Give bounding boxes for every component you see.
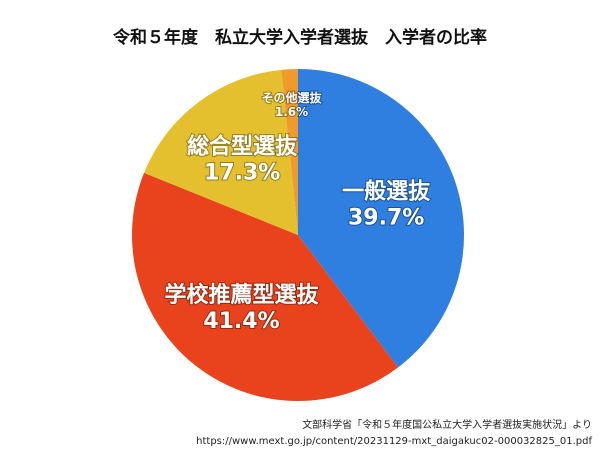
source-note: 文部科学省「令和５年度国公私立大学入学者選抜実施状況」より <box>302 418 592 431</box>
slice-value-label: 17.3% <box>204 161 280 186</box>
slice-value-label: 41.4% <box>203 309 279 334</box>
slice-label: 総合型選抜 <box>187 134 298 160</box>
pie-slice <box>281 69 298 235</box>
slice-value-label: 39.7% <box>348 205 424 230</box>
pie-slice <box>132 172 399 401</box>
slice-value-label: 1.6% <box>275 105 308 119</box>
slice-label: 学校推薦型選抜 <box>164 282 319 308</box>
slice-label: その他選抜 <box>261 90 322 105</box>
pie-slice <box>298 69 464 368</box>
chart-title: 令和５年度 私立大学入学者選抜 入学者の比率 <box>113 27 487 48</box>
slice-label: 一般選抜 <box>342 178 431 204</box>
source-url: https://www.mext.go.jp/content/20231129-… <box>196 436 592 447</box>
pie-slice <box>144 69 298 235</box>
